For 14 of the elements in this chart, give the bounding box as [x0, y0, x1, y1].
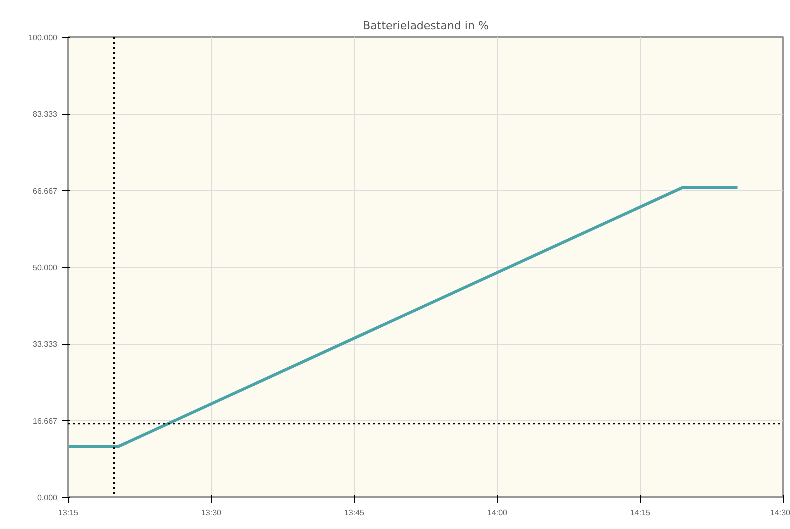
- y-tick-label: 66.667: [33, 186, 58, 196]
- x-tick-label: 14:00: [487, 508, 508, 518]
- x-tick-label: 13:30: [201, 508, 222, 518]
- x-tick-label: 13:45: [344, 508, 366, 518]
- y-tick-label: 50.000: [33, 264, 58, 272]
- chart-title: Batterieladestand in %: [363, 20, 489, 32]
- y-tick-label: 33.333: [33, 340, 58, 350]
- x-tick-label: 14:15: [630, 508, 652, 518]
- y-tick-label: 0.000: [37, 494, 58, 502]
- x-tick-label: 13:15: [58, 508, 80, 518]
- x-tick-label: 14:30: [770, 508, 790, 518]
- y-tick-label: 83.333: [33, 110, 58, 120]
- y-tick-label: 16.667: [33, 416, 58, 426]
- y-tick-label: 100.000: [28, 34, 58, 42]
